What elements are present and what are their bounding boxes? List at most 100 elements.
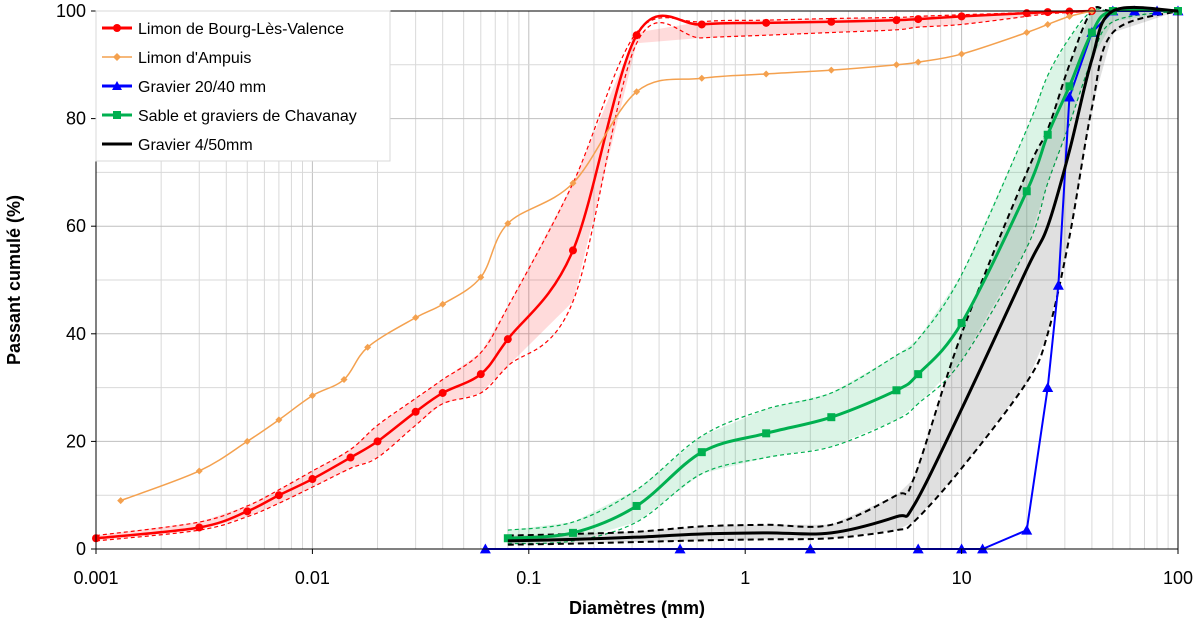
data-point [569, 179, 577, 187]
data-point [1044, 20, 1052, 28]
data-point [914, 15, 923, 24]
x-axis-title: Diamètres (mm) [569, 598, 705, 618]
data-point [1043, 130, 1052, 139]
legend-swatch-marker [113, 53, 121, 61]
data-point [243, 507, 252, 516]
data-point [697, 448, 706, 457]
series-0 [92, 7, 1096, 543]
data-point [275, 416, 283, 424]
data-point [633, 88, 641, 96]
data-point [477, 273, 485, 281]
envelope-bands [95, 6, 1179, 546]
data-point [503, 335, 512, 344]
data-point [1022, 9, 1031, 18]
data-point [914, 58, 922, 66]
data-point [762, 429, 771, 438]
data-point [308, 475, 317, 484]
x-tick-label: 10 [952, 568, 972, 588]
y-tick-label: 40 [66, 324, 86, 344]
legend-swatch-marker [112, 81, 122, 90]
data-point [1065, 7, 1074, 16]
data-point [892, 61, 900, 69]
data-point [804, 543, 816, 554]
envelope-lower-4 [507, 10, 1179, 546]
data-point [1022, 187, 1031, 196]
data-point [762, 18, 771, 27]
x-tick-label: 0.1 [516, 568, 541, 588]
data-point [438, 388, 447, 397]
data-point [958, 50, 966, 58]
envelope-fill-4 [507, 11, 1179, 545]
data-point [568, 246, 577, 255]
legend-item: Gravier 20/40 mm [102, 79, 266, 96]
data-point [632, 31, 641, 40]
y-axis-title: Passant cumulé (%) [4, 195, 24, 365]
envelope-upper-4 [507, 6, 1178, 537]
data-point [411, 407, 420, 416]
envelope-upper-3 [507, 8, 1178, 531]
data-point [346, 453, 355, 462]
data-point [412, 314, 420, 322]
data-point [674, 543, 686, 554]
series-3 [503, 7, 1182, 543]
data-point [827, 66, 835, 74]
envelope-lower-0 [95, 10, 1092, 542]
legend-item: Limon de Bourg-Lès-Valence [102, 21, 344, 38]
y-tick-label: 80 [66, 109, 86, 129]
data-point [892, 386, 901, 395]
data-point [568, 528, 577, 537]
legend-swatch-marker [113, 111, 121, 119]
envelope-lower-3 [507, 10, 1179, 545]
data-point [439, 300, 447, 308]
legend-label: Limon d'Ampuis [138, 50, 251, 67]
data-point [373, 437, 382, 446]
data-point [243, 437, 251, 445]
data-point [1065, 82, 1074, 91]
series-line-1 [120, 10, 1093, 502]
legend-label: Limon de Bourg-Lès-Valence [138, 21, 344, 38]
y-tick-label: 0 [76, 539, 86, 559]
data-point [503, 534, 512, 543]
data-point [827, 413, 836, 422]
data-point [698, 74, 706, 82]
data-point [956, 543, 968, 554]
data-point [195, 467, 203, 475]
data-point [697, 20, 706, 29]
data-point [1023, 29, 1031, 37]
data-point [476, 370, 485, 379]
data-point [274, 491, 283, 500]
data-point [504, 220, 512, 228]
data-point [1021, 524, 1033, 535]
legend: Limon de Bourg-Lès-Valence Limon d'Ampuis… [95, 10, 391, 162]
data-point [1052, 279, 1064, 290]
envelope-upper-0 [95, 10, 1092, 537]
envelope-fill-3 [507, 11, 1179, 544]
y-tick-label: 100 [56, 1, 86, 21]
y-tick-label: 20 [66, 431, 86, 451]
data-point [308, 392, 316, 400]
series-1 [117, 7, 1096, 505]
data-point [479, 543, 491, 554]
data-point [364, 343, 372, 351]
legend-item: Limon d'Ampuis [102, 50, 251, 67]
legend-label: Sable et graviers de Chavanay [138, 108, 357, 125]
x-tick-label: 1 [740, 568, 750, 588]
data-point [340, 376, 348, 384]
x-tick-label: 100 [1163, 568, 1193, 588]
data-series [92, 5, 1184, 554]
data-point [1063, 91, 1075, 102]
data-point [1042, 382, 1054, 392]
plot-area-frame [95, 10, 1179, 550]
data-point [827, 17, 836, 26]
legend-item: Sable et graviers de Chavanay [102, 108, 357, 125]
data-point [195, 523, 204, 532]
series-4 [507, 5, 1179, 543]
legend-item: Gravier 4/50mm [102, 137, 253, 154]
data-point [1043, 8, 1052, 17]
data-point [914, 370, 923, 379]
y-tick-label: 60 [66, 216, 86, 236]
legend-swatch-marker [113, 24, 121, 32]
data-point [632, 501, 641, 510]
tick-labels: 0.001 0.01 0.1 1 10 100 0 20 40 60 80 100 [56, 1, 1193, 588]
